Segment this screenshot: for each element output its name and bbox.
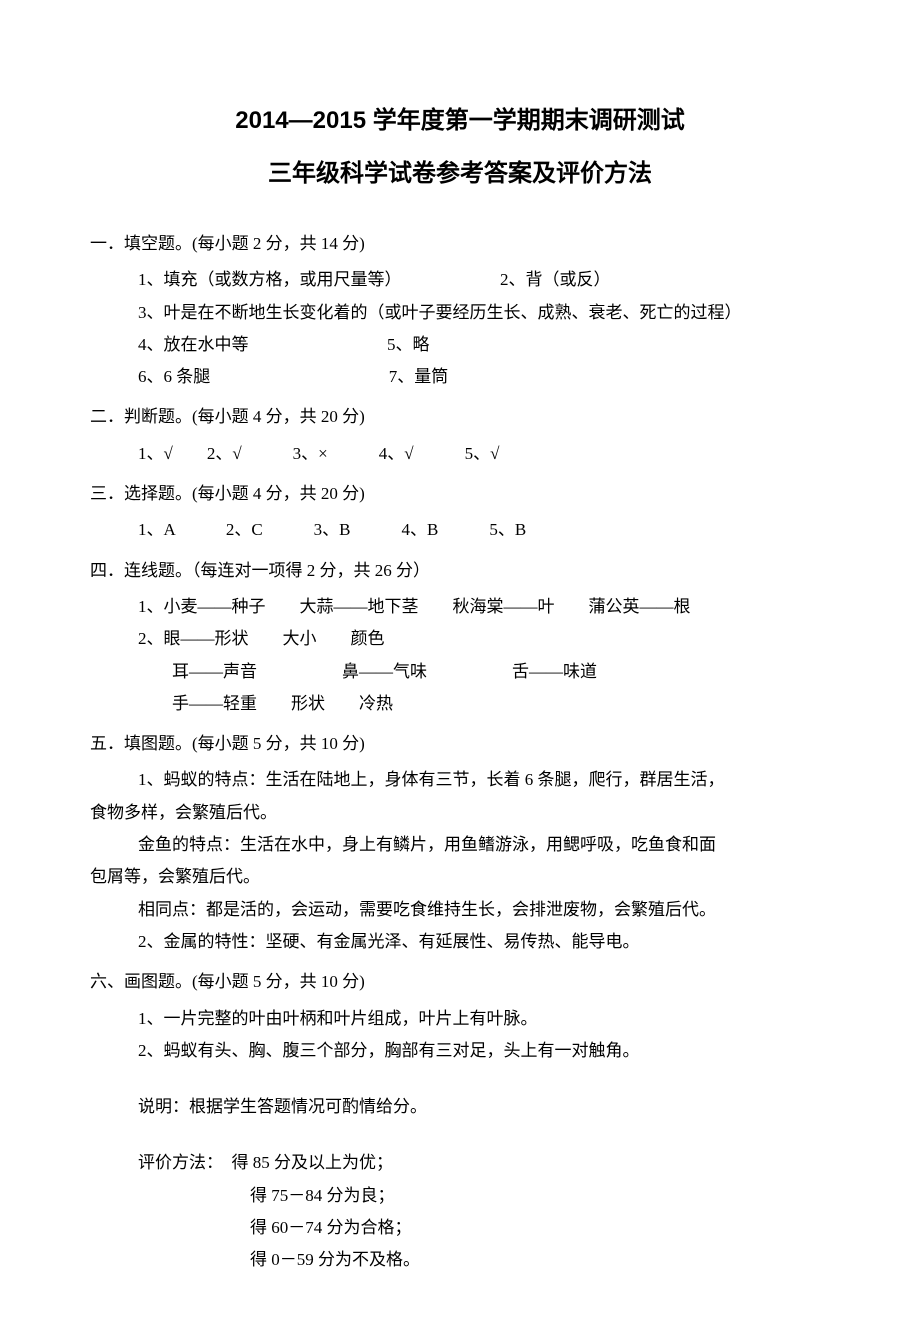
s5-line2b: 包屑等，会繁殖后代。 — [90, 861, 830, 893]
section-5-heading: 五．填图题。(每小题 5 分，共 10 分) — [90, 728, 830, 760]
eval-line4: 得 0－59 分为不及格。 — [90, 1244, 830, 1276]
s4-line4: 手——轻重 形状 冷热 — [90, 688, 830, 720]
s1-a2: 2、背（或反） — [500, 270, 611, 289]
sub-title: 三年级科学试卷参考答案及评价方法 — [90, 153, 830, 188]
s1-a5: 5、略 — [387, 335, 430, 354]
section-6-heading: 六、画图题。(每小题 5 分，共 10 分) — [90, 966, 830, 998]
s1-a7: 7、量筒 — [389, 367, 449, 386]
section-1-heading: 一．填空题。(每小题 2 分，共 14 分) — [90, 228, 830, 260]
eval-heading: 评价方法： 得 85 分及以上为优； — [90, 1147, 830, 1179]
section-3-heading: 三．选择题。(每小题 4 分，共 20 分) — [90, 478, 830, 510]
s4-line2: 2、眼——形状 大小 颜色 — [90, 623, 830, 655]
s1-line3: 4、放在水中等 5、略 — [90, 329, 830, 361]
s5-line1: 1、蚂蚁的特点：生活在陆地上，身体有三节，长着 6 条腿，爬行，群居生活， — [90, 764, 830, 796]
s5-line2: 金鱼的特点：生活在水中，身上有鳞片，用鱼鳍游泳，用鳃呼吸，吃鱼食和面 — [90, 829, 830, 861]
s1-line1: 1、填充（或数方格，或用尺量等） 2、背（或反） — [90, 264, 830, 296]
s5-line3: 相同点：都是活的，会运动，需要吃食维持生长，会排泄废物，会繁殖后代。 — [90, 894, 830, 926]
s5-line4: 2、金属的特性：坚硬、有金属光泽、有延展性、易传热、能导电。 — [90, 926, 830, 958]
s5-line1b: 食物多样，会繁殖后代。 — [90, 797, 830, 829]
s2-answers: 1、√ 2、√ 3、× 4、√ 5、√ — [90, 438, 830, 470]
s4-line3: 耳——声音 鼻——气味 舌——味道 — [90, 656, 830, 688]
section-4-heading: 四．连线题。（每连对一项得 2 分，共 26 分） — [90, 555, 830, 587]
s1-a4: 4、放在水中等 — [138, 335, 249, 354]
s1-line2: 3、叶是在不断地生长变化着的（或叶子要经历生长、成熟、衰老、死亡的过程） — [90, 297, 830, 329]
eval-line3: 得 60－74 分为合格； — [90, 1212, 830, 1244]
s1-a6: 6、6 条腿 — [138, 367, 210, 386]
note-line: 说明：根据学生答题情况可酌情给分。 — [90, 1091, 830, 1123]
main-title: 2014—2015 学年度第一学期期末调研测试 — [90, 100, 830, 135]
document-page: 2014—2015 学年度第一学期期末调研测试 三年级科学试卷参考答案及评价方法… — [0, 0, 920, 1337]
s1-a1: 1、填充（或数方格，或用尺量等） — [138, 270, 402, 289]
s3-answers: 1、A 2、C 3、B 4、B 5、B — [90, 514, 830, 546]
s4-line1: 1、小麦——种子 大蒜——地下茎 秋海棠——叶 蒲公英——根 — [90, 591, 830, 623]
s6-line1: 1、一片完整的叶由叶柄和叶片组成，叶片上有叶脉。 — [90, 1003, 830, 1035]
s1-line4: 6、6 条腿 7、量筒 — [90, 361, 830, 393]
s6-line2: 2、蚂蚁有头、胸、腹三个部分，胸部有三对足，头上有一对触角。 — [90, 1035, 830, 1067]
eval-line2: 得 75－84 分为良； — [90, 1180, 830, 1212]
section-2-heading: 二．判断题。(每小题 4 分，共 20 分) — [90, 401, 830, 433]
